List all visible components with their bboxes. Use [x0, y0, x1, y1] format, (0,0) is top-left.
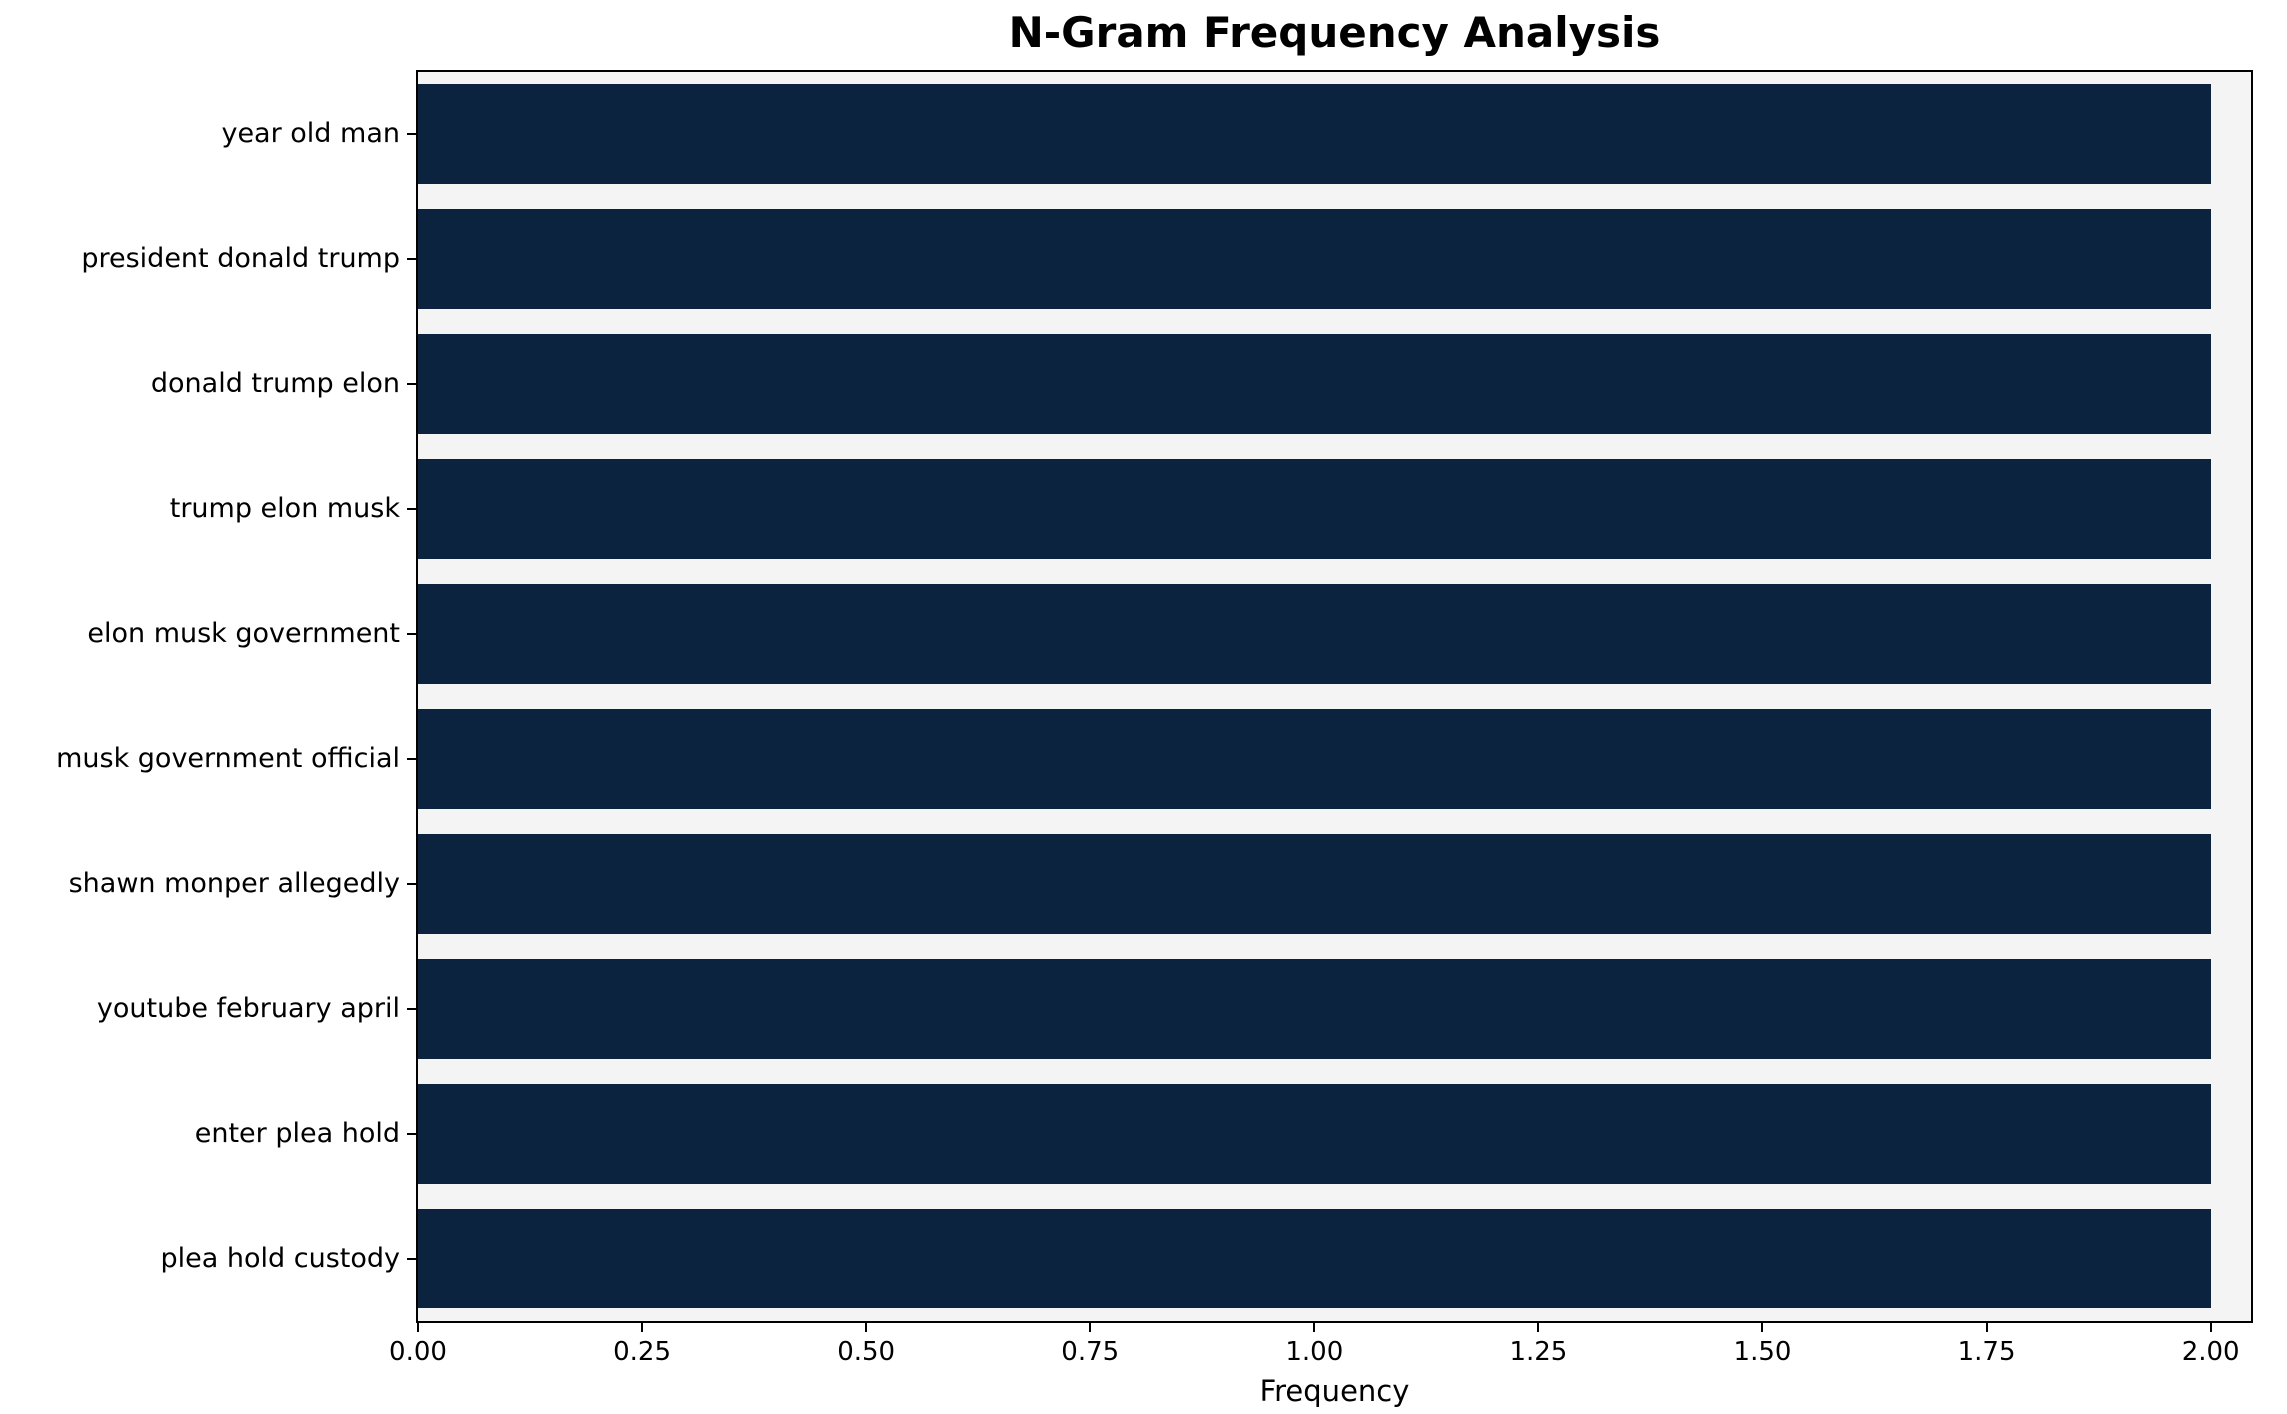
y-tick-mark: [407, 633, 416, 636]
y-tick-label: elon musk government: [87, 618, 400, 650]
x-tick-mark: [1313, 1323, 1316, 1332]
bar: [418, 1208, 2211, 1309]
y-tick-mark: [407, 258, 416, 261]
y-tick-mark: [407, 757, 416, 760]
y-tick-mark: [407, 1132, 416, 1135]
x-tick-mark: [1089, 1323, 1092, 1332]
x-axis: 0.00 0.25 0.50 0.75 1.00 1.25 1.50 1.75 2.00: [389, 1323, 2251, 1393]
x-tick-label: 0.50: [837, 1337, 896, 1367]
bar: [418, 1083, 2211, 1184]
y-tick-mark: [407, 383, 416, 386]
y-tick-mark: [407, 133, 416, 136]
x-tick-mark: [1761, 1323, 1764, 1332]
y-tick-label: donald trump elon: [150, 368, 400, 400]
bar: [418, 584, 2211, 684]
y-tick-mark: [407, 1257, 416, 1260]
x-tick-label: 1.25: [1509, 1337, 1568, 1367]
x-tick-label: 2.00: [2181, 1337, 2240, 1367]
x-tick-mark: [641, 1323, 644, 1332]
x-tick-mark: [1985, 1323, 1988, 1332]
x-axis-title: Frequency: [1259, 1374, 1410, 1408]
bar: [418, 334, 2211, 435]
x-tick-label: 0.75: [1061, 1337, 1120, 1367]
y-axis: year old man president donald trump donald…: [0, 72, 416, 1321]
y-tick-label: shawn monper allegedly: [68, 867, 400, 899]
y-tick-label: youtube february april: [96, 992, 400, 1024]
chart-title: N-Gram Frequency Analysis: [1008, 8, 1661, 57]
y-tick-label: plea hold custody: [160, 1242, 400, 1274]
x-tick-mark: [1537, 1323, 1540, 1332]
bar: [418, 84, 2211, 185]
plot-area: [416, 70, 2253, 1323]
bar: [418, 209, 2211, 310]
bar: [418, 459, 2211, 560]
x-tick-mark: [865, 1323, 868, 1332]
y-tick-label: trump elon musk: [169, 493, 400, 525]
y-tick-label: musk government official: [56, 742, 400, 774]
x-tick-label: 0.00: [389, 1337, 447, 1367]
y-tick-mark: [407, 882, 416, 885]
x-tick-label: 0.25: [613, 1337, 672, 1367]
bar: [418, 958, 2211, 1059]
bar: [418, 833, 2211, 934]
x-tick-label: 1.50: [1733, 1337, 1792, 1367]
x-tick-label: 1.75: [1957, 1337, 2016, 1367]
x-tick-mark: [2209, 1323, 2212, 1332]
y-tick-label: enter plea hold: [194, 1117, 400, 1149]
y-tick-mark: [407, 508, 416, 511]
bar: [418, 708, 2211, 809]
y-tick-label: year old man: [221, 118, 400, 150]
y-tick-label: president donald trump: [81, 243, 400, 275]
x-tick-mark: [417, 1323, 419, 1332]
y-tick-mark: [407, 1007, 416, 1010]
x-tick-label: 1.00: [1285, 1337, 1344, 1367]
